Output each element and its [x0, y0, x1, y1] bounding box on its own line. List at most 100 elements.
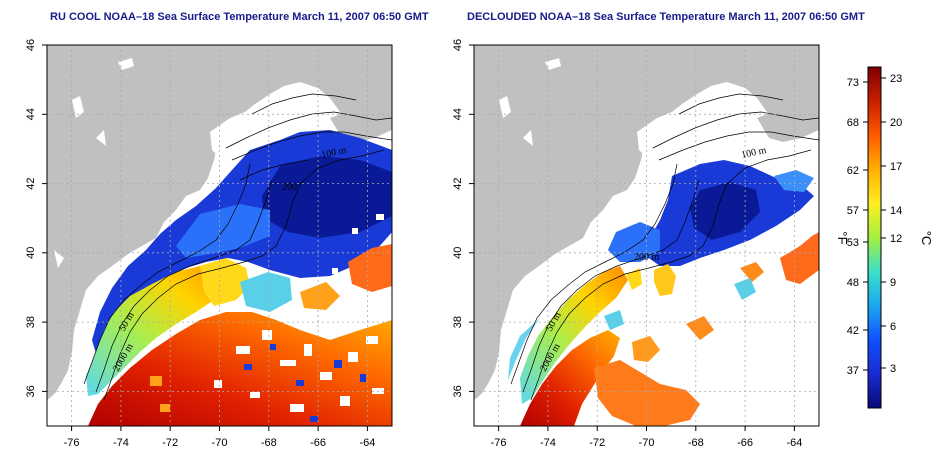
colorbar-f-tick-label: 62 — [847, 165, 859, 177]
y-tick-labels: 36 38 40 42 44 46 — [452, 39, 464, 398]
bathymetry-contours — [510, 93, 819, 401]
x-tick-label: -70 — [212, 437, 228, 449]
x-axis — [498, 426, 795, 431]
lake — [54, 250, 64, 268]
lake — [118, 58, 134, 70]
x-tick-label: -68 — [688, 437, 704, 449]
y-tick-label: 42 — [25, 177, 37, 189]
x-tick-labels: -76 -74 -72 -70 -68 -66 -64 — [491, 437, 803, 449]
colorbar-c-tick-label: 23 — [890, 73, 902, 85]
y-axis — [469, 44, 474, 392]
sst-warm-patch — [348, 244, 392, 292]
land-nova-scotia — [757, 96, 819, 142]
colorbar-c-tick-label: 12 — [890, 233, 902, 245]
x-tick-label: -66 — [310, 437, 326, 449]
contour-label-200m: 200 m — [634, 252, 660, 263]
sst-shelf-water — [86, 264, 238, 396]
sst-warm-eddy — [200, 258, 250, 306]
colorbar-c-tick-label: 20 — [890, 117, 902, 129]
sst-very-cold — [262, 156, 392, 238]
sst-cyan-patch — [734, 278, 756, 300]
y-tick-label: 36 — [25, 385, 37, 397]
sst-gulf-stream — [520, 330, 620, 426]
x-tick-label: -76 — [491, 437, 507, 449]
land-mass — [474, 45, 819, 400]
right-map-panel: 100 m 200 m 50 m 2000 m -76 -74 -72 -70 … — [452, 39, 820, 449]
contour-label-100m: 100 m — [320, 145, 347, 161]
y-tick-label: 46 — [452, 39, 464, 51]
lake — [523, 130, 533, 146]
land-mass — [47, 45, 392, 400]
y-tick-label: 40 — [452, 247, 464, 259]
x-tick-label: -70 — [639, 437, 655, 449]
colorbar-f-tick-label: 73 — [847, 77, 859, 89]
colorbar: 73 68 62 57 53 48 42 37 23 20 17 14 12 9… — [835, 66, 934, 409]
y-tick-label: 36 — [452, 385, 464, 397]
colorbar-c-tick-label: 17 — [890, 161, 902, 173]
colorbar-gradient — [867, 66, 882, 409]
sst-warm-patch — [780, 232, 819, 284]
map-grid — [474, 45, 819, 426]
y-tick-labels: 36 38 40 42 44 46 — [25, 39, 37, 398]
sst-very-cold — [690, 182, 760, 240]
y-axis — [42, 44, 47, 392]
sst-warm-patch — [740, 262, 764, 282]
lake — [499, 96, 511, 118]
colorbar-f-tick-label: 68 — [847, 117, 859, 129]
colorbar-f-tick-label: 53 — [847, 237, 859, 249]
contour-label-200: 200 — [282, 182, 297, 193]
y-tick-label: 44 — [452, 108, 464, 120]
sst-warm-patch — [686, 316, 714, 340]
colorbar-f-ticks — [863, 81, 868, 371]
y-tick-label: 40 — [25, 247, 37, 259]
colorbar-c-tick-label: 6 — [890, 321, 896, 333]
contour-label-100m: 100 m — [740, 145, 767, 161]
x-tick-labels: -76 -74 -72 -70 -68 -66 -64 — [64, 437, 376, 449]
x-tick-label: -74 — [113, 437, 129, 449]
x-tick-label: -64 — [359, 437, 375, 449]
x-tick-label: -74 — [540, 437, 556, 449]
colorbar-f-tick-label: 37 — [847, 365, 859, 377]
colorbar-f-tick-label: 57 — [847, 205, 859, 217]
sst-cyan-patch — [240, 272, 292, 312]
sst-cool-band — [608, 222, 660, 262]
colorbar-c-ticks — [881, 77, 886, 369]
y-tick-label: 46 — [25, 39, 37, 51]
sst-warm-patch — [594, 360, 700, 426]
lake — [545, 58, 561, 70]
colorbar-fahrenheit-label: °F — [835, 231, 850, 244]
y-tick-label: 38 — [25, 316, 37, 328]
map-grid — [47, 45, 392, 426]
cloud-noise — [150, 214, 384, 422]
land-nova-scotia — [330, 96, 392, 142]
sst-cyan-patch — [604, 310, 624, 330]
left-map-title: RU COOL NOAA–18 Sea Surface Temperature … — [50, 11, 429, 23]
sst-warm-patch — [300, 282, 340, 310]
colorbar-c-tick-label: 14 — [890, 205, 902, 217]
colorbar-c-tick-label: 9 — [890, 277, 896, 289]
colorbar-f-tick-label: 48 — [847, 277, 859, 289]
lake — [96, 130, 106, 146]
sst-shelf-edge — [508, 318, 540, 380]
x-tick-label: -76 — [64, 437, 80, 449]
sst-warm-eddy — [654, 264, 676, 296]
colorbar-f-tick-label: 42 — [847, 325, 859, 337]
x-axis — [71, 426, 368, 431]
x-tick-label: -72 — [162, 437, 178, 449]
sst-warm-patch — [632, 336, 660, 362]
x-tick-label: -68 — [261, 437, 277, 449]
colorbar-c-tick-label: 3 — [890, 363, 896, 375]
y-tick-label: 42 — [452, 177, 464, 189]
x-tick-label: -64 — [786, 437, 802, 449]
sst-gulf-stream — [88, 312, 392, 426]
x-tick-label: -66 — [737, 437, 753, 449]
lake — [72, 96, 84, 118]
left-map-panel: 100 m 200 50 m 2000 m -76 -74 -72 -70 -6… — [25, 39, 393, 449]
sst-warm-eddy — [626, 268, 642, 290]
sst-shelf-water — [520, 266, 628, 404]
y-tick-label: 44 — [25, 108, 37, 120]
colorbar-celsius-label: °C — [919, 231, 934, 246]
y-tick-label: 38 — [452, 316, 464, 328]
right-map-title: DECLOUDED NOAA–18 Sea Surface Temperatur… — [467, 11, 865, 23]
